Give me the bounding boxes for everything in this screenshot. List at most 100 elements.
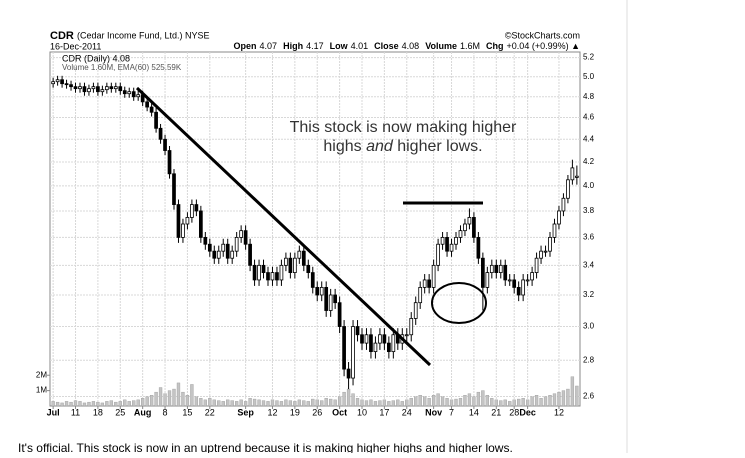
candle-body xyxy=(512,279,517,288)
volume-bar xyxy=(284,399,288,407)
candle-body xyxy=(234,236,239,252)
annotation-part: and xyxy=(366,138,394,155)
x-tick-label: 12 xyxy=(267,407,277,417)
x-tick-label: 24 xyxy=(402,407,412,417)
volume-bar xyxy=(226,399,230,407)
volume-bar xyxy=(360,399,364,407)
volume-bar xyxy=(517,398,521,407)
volume-bar xyxy=(414,396,418,407)
candle-body xyxy=(284,257,288,266)
candle-body xyxy=(279,264,284,281)
candle-body xyxy=(489,264,494,273)
candle-body xyxy=(525,279,530,282)
grid xyxy=(50,52,580,406)
candle-body xyxy=(431,264,436,288)
candle-body xyxy=(543,250,548,253)
candle-body xyxy=(319,287,324,296)
quote-value: 4.01 xyxy=(351,41,369,51)
candle-body xyxy=(346,368,351,379)
volume-bar xyxy=(297,399,301,407)
quote-label: Low xyxy=(330,41,349,51)
volume-bar xyxy=(266,401,270,407)
candle-body xyxy=(575,175,579,178)
candle-body xyxy=(494,264,499,273)
volume-bar xyxy=(409,398,413,407)
volume-bar xyxy=(311,398,315,407)
candle-body xyxy=(387,342,391,353)
volume-bar xyxy=(454,398,458,407)
x-tick-label: 17 xyxy=(379,407,389,417)
candle-body xyxy=(476,236,481,259)
trendline xyxy=(135,86,432,367)
candle-body xyxy=(413,302,418,319)
volume-bar xyxy=(320,400,324,407)
volume-bar xyxy=(346,388,351,407)
legend-price: CDR (Daily) 4.08 xyxy=(62,53,130,63)
candle-body xyxy=(261,264,266,273)
volume-bar xyxy=(436,393,440,407)
candle-body xyxy=(557,210,561,225)
volume-bar xyxy=(490,398,494,407)
x-tick-label: 18 xyxy=(93,407,103,417)
y2-tick-label: 1M xyxy=(36,386,47,395)
volume-bar xyxy=(212,399,216,407)
volume-bar xyxy=(306,401,310,407)
candle-body xyxy=(252,264,257,281)
candle-body xyxy=(275,272,279,281)
candle-body xyxy=(64,83,69,86)
candle-body xyxy=(521,279,526,296)
candle-body xyxy=(60,79,64,85)
volume-bar xyxy=(91,401,96,407)
candle-body xyxy=(391,334,396,353)
volume-bar xyxy=(221,401,225,407)
volume-bar xyxy=(208,398,212,407)
candle-body xyxy=(239,230,243,238)
volume-bar xyxy=(73,400,78,407)
candle-body xyxy=(418,287,423,304)
candle-body xyxy=(516,287,521,296)
volume-bar xyxy=(217,400,221,407)
volume-bar xyxy=(405,399,409,407)
volume-bar xyxy=(382,399,387,407)
candle-body xyxy=(458,230,463,238)
volume-bar xyxy=(378,400,382,407)
candle-body xyxy=(498,264,503,273)
candle-body xyxy=(230,250,235,259)
candle-body xyxy=(82,86,87,93)
candle-body xyxy=(342,326,346,370)
volume-bar xyxy=(123,399,127,407)
x-tick-label: 28 xyxy=(509,407,519,417)
volume-bar xyxy=(552,393,557,407)
candle-body xyxy=(548,236,552,252)
quote-label: High xyxy=(283,41,303,51)
volume-bar xyxy=(373,401,378,407)
volume-bar xyxy=(279,401,284,407)
volume-bar xyxy=(561,390,566,407)
volume-bar xyxy=(230,400,234,407)
y-tick-label: 2.6 xyxy=(583,392,595,401)
candle-body xyxy=(149,106,154,113)
quote-value: 1.6M xyxy=(460,41,480,51)
quote-label: Close xyxy=(374,41,399,51)
volume-bar xyxy=(391,400,395,407)
candle-body xyxy=(293,257,297,273)
x-tick-label: Nov xyxy=(425,407,442,417)
volume-bar xyxy=(440,396,445,407)
volume-bar xyxy=(485,395,489,407)
y-tick-label: 4.4 xyxy=(583,134,595,143)
volume-bar xyxy=(181,391,185,407)
candle-body xyxy=(91,86,96,90)
x-tick-label: 12 xyxy=(554,407,564,417)
volume-bar xyxy=(570,376,575,407)
candles xyxy=(51,75,579,390)
candle-body xyxy=(163,138,167,151)
volume-bar xyxy=(51,401,55,407)
volume-bar xyxy=(458,398,463,407)
y-tick-label: 4.2 xyxy=(583,157,595,166)
candle-body xyxy=(566,179,570,199)
y-tick-label: 5.2 xyxy=(583,53,595,62)
volume-bar xyxy=(494,399,498,407)
x-tick-label: 21 xyxy=(491,407,501,417)
candle-body xyxy=(561,197,566,212)
